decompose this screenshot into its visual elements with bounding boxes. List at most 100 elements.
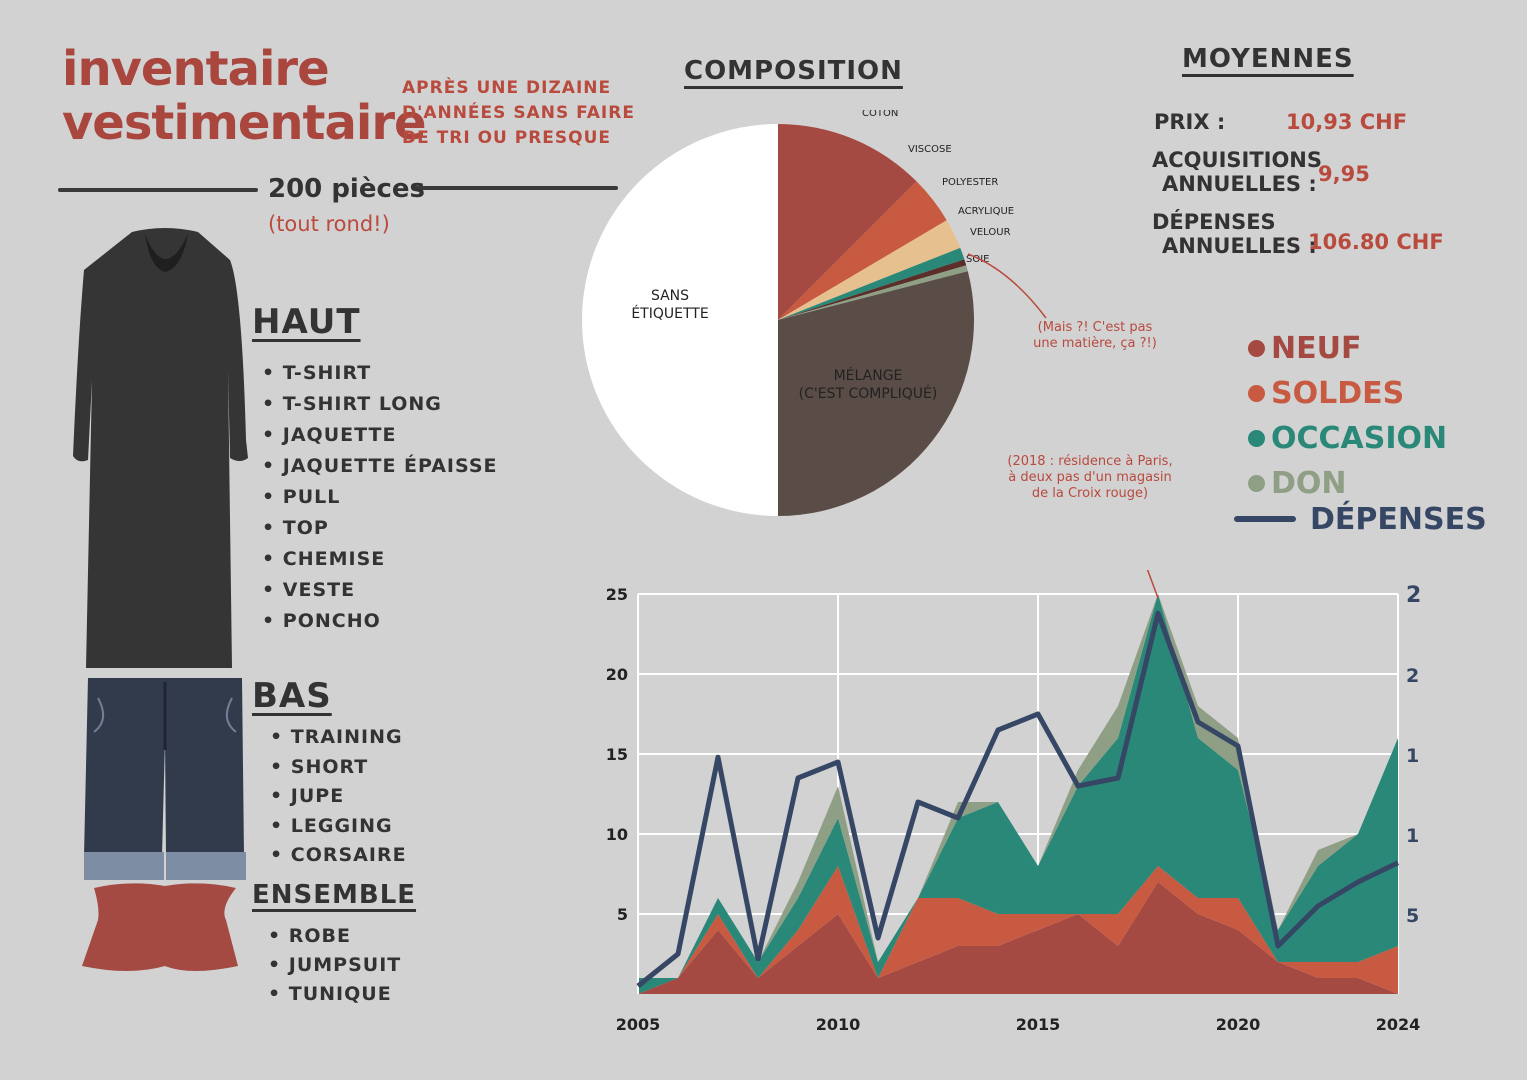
page-title: inventaire vestimentaire bbox=[62, 41, 427, 151]
pie-slice bbox=[778, 181, 947, 320]
list-item: TUNIQUE bbox=[268, 980, 401, 1009]
note-leader bbox=[967, 253, 1047, 319]
y2-tick-label: 150 CHF bbox=[1406, 745, 1420, 767]
haut-title: HAUT bbox=[252, 302, 361, 342]
x-tick-label: 2010 bbox=[816, 1015, 861, 1034]
list-item: PONCHO bbox=[262, 606, 497, 637]
subtitle-line-3: DE TRI OU PRESQUE bbox=[402, 128, 612, 148]
legend-item-don: DON bbox=[1248, 461, 1447, 506]
legend-item-soldes: SOLDES bbox=[1248, 371, 1447, 416]
pie-label: ACRYLIQUE bbox=[958, 206, 1014, 217]
y-tick-label: 15 bbox=[606, 745, 628, 764]
list-item: T-SHIRT bbox=[262, 358, 497, 389]
divider-left bbox=[58, 188, 258, 192]
y-tick-label: 20 bbox=[606, 665, 628, 684]
pie-label: SOIE bbox=[966, 254, 990, 265]
acquisitions-area-chart: 5 10 15 20 25 50 CHT 100 CHF 150 CHF 200CHF 250 C… bbox=[606, 570, 1420, 1034]
area-series-occasion bbox=[638, 594, 1398, 994]
pie-label: MÉLANGE (C'EST COMPLIQUÉ) bbox=[799, 367, 938, 402]
y-tick-label: 5 bbox=[617, 905, 628, 924]
pie-slice bbox=[778, 271, 974, 516]
list-item: JUMPSUIT bbox=[268, 951, 401, 980]
spending-line bbox=[636, 610, 1400, 988]
pie-label: VELOUR bbox=[970, 227, 1011, 238]
x-tick-label: 2005 bbox=[616, 1015, 661, 1034]
legend-line-label: DÉPENSES bbox=[1310, 502, 1487, 537]
title-line-2: vestimentaire bbox=[62, 95, 427, 151]
x-tick-label: 2024 bbox=[1376, 1015, 1420, 1034]
annotation-leader bbox=[1146, 570, 1159, 599]
legend-dot bbox=[1248, 340, 1265, 357]
annotation-line-1: (2018 : résidence à Paris, bbox=[1007, 454, 1173, 469]
pie-label: VISCOSE bbox=[908, 144, 952, 155]
legend-line-swatch bbox=[1234, 516, 1296, 522]
x-tick-label: 2015 bbox=[1016, 1015, 1061, 1034]
list-item: JUPE bbox=[270, 782, 407, 812]
legend-label: NEUF bbox=[1271, 331, 1362, 366]
list-item: JAQUETTE ÉPAISSE bbox=[262, 451, 497, 482]
price-value: 10,93 CHF bbox=[1286, 110, 1408, 134]
pie-label: POLYESTER bbox=[942, 177, 998, 188]
dress-collar bbox=[145, 234, 188, 272]
acquisitions-label: ACQUISITIONS ANNUELLES : bbox=[1152, 148, 1322, 196]
list-item: JAQUETTE bbox=[262, 420, 497, 451]
pie-slice bbox=[778, 220, 961, 320]
list-item: PULL bbox=[262, 482, 497, 513]
pie-label: COTON bbox=[862, 110, 898, 119]
pie-slice bbox=[582, 124, 778, 516]
subtitle: APRÈS UNE DIZAINE D'ANNÉES SANS FAIRE DE… bbox=[402, 76, 642, 151]
pie-slice bbox=[778, 259, 967, 320]
composition-title: COMPOSITION bbox=[684, 56, 903, 86]
list-item: CORSAIRE bbox=[270, 841, 407, 871]
list-item: VESTE bbox=[262, 575, 497, 606]
acquisitions-value: 9,95 bbox=[1318, 162, 1370, 186]
piece-count-note: (tout rond!) bbox=[268, 212, 390, 236]
spending-label-line-1: DÉPENSES bbox=[1152, 210, 1276, 234]
subtitle-line-2: D'ANNÉES SANS FAIRE bbox=[402, 103, 635, 123]
subtitle-line-1: APRÈS UNE DIZAINE bbox=[402, 78, 612, 98]
legend-item-neuf: NEUF bbox=[1248, 326, 1447, 371]
ensemble-title: ENSEMBLE bbox=[252, 880, 417, 910]
y2-tick-label: 50 CHT bbox=[1406, 905, 1420, 927]
y2-tick-label: 100 CHF bbox=[1406, 825, 1420, 847]
acquisitions-label-line-2: ANNUELLES : bbox=[1162, 172, 1317, 196]
bas-title: BAS bbox=[252, 676, 332, 716]
spending-value: 106.80 CHF bbox=[1308, 230, 1444, 254]
price-label: PRIX : bbox=[1154, 110, 1226, 134]
clothing-illustrations bbox=[73, 228, 248, 971]
y-tick-label: 25 bbox=[606, 585, 628, 604]
pie-slice bbox=[778, 265, 968, 320]
composition-pie: COTON VISCOSE POLYESTER ACRYLIQUE VELOUR SOIE… bbox=[582, 110, 1014, 516]
bas-list: TRAINING SHORT JUPE LEGGING CORSAIRE bbox=[270, 723, 407, 871]
ensemble-illustration bbox=[82, 883, 238, 971]
piece-count: 200 pièces bbox=[268, 174, 426, 204]
acquisitions-label-line-1: ACQUISITIONS bbox=[1152, 148, 1323, 172]
legend-item-occasion: OCCASION bbox=[1248, 416, 1447, 461]
y2-tick-label: 200CHF bbox=[1406, 665, 1420, 687]
divider-right bbox=[414, 186, 618, 190]
title-line-1: inventaire bbox=[62, 41, 330, 97]
legend-label: OCCASION bbox=[1271, 421, 1448, 456]
pie-slice bbox=[778, 124, 917, 320]
legend-label: SOLDES bbox=[1271, 376, 1405, 411]
annotation-line-3: de la Croix rouge) bbox=[1031, 486, 1149, 501]
list-item: T-SHIRT LONG bbox=[262, 389, 497, 420]
y2-tick-label: 250 CHF bbox=[1406, 583, 1420, 608]
haut-list: T-SHIRT T-SHIRT LONG JAQUETTE JAQUETTE É… bbox=[262, 358, 497, 637]
legend-dot bbox=[1248, 475, 1265, 492]
pie-slice bbox=[778, 247, 965, 320]
averages-title: MOYENNES bbox=[1182, 44, 1354, 74]
list-item: CHEMISE bbox=[262, 544, 497, 575]
y-tick-label: 10 bbox=[606, 825, 628, 844]
legend-label: DON bbox=[1271, 466, 1347, 501]
list-item: ROBE bbox=[268, 922, 401, 951]
list-item: SHORT bbox=[270, 753, 407, 783]
list-item: TOP bbox=[262, 513, 497, 544]
spending-label-line-2: ANNUELLES : bbox=[1162, 234, 1317, 258]
composition-note-line-2: une matière, ça ?!) bbox=[1033, 336, 1157, 351]
pie-label: SANS ÉTIQUETTE bbox=[631, 288, 708, 322]
jeans-illustration bbox=[84, 678, 244, 856]
legend: NEUF SOLDES OCCASION DON bbox=[1248, 326, 1447, 506]
legend-dot bbox=[1248, 430, 1265, 447]
composition-note: (Mais ?! C'est pas une matière, ça ?!) bbox=[1010, 320, 1180, 352]
